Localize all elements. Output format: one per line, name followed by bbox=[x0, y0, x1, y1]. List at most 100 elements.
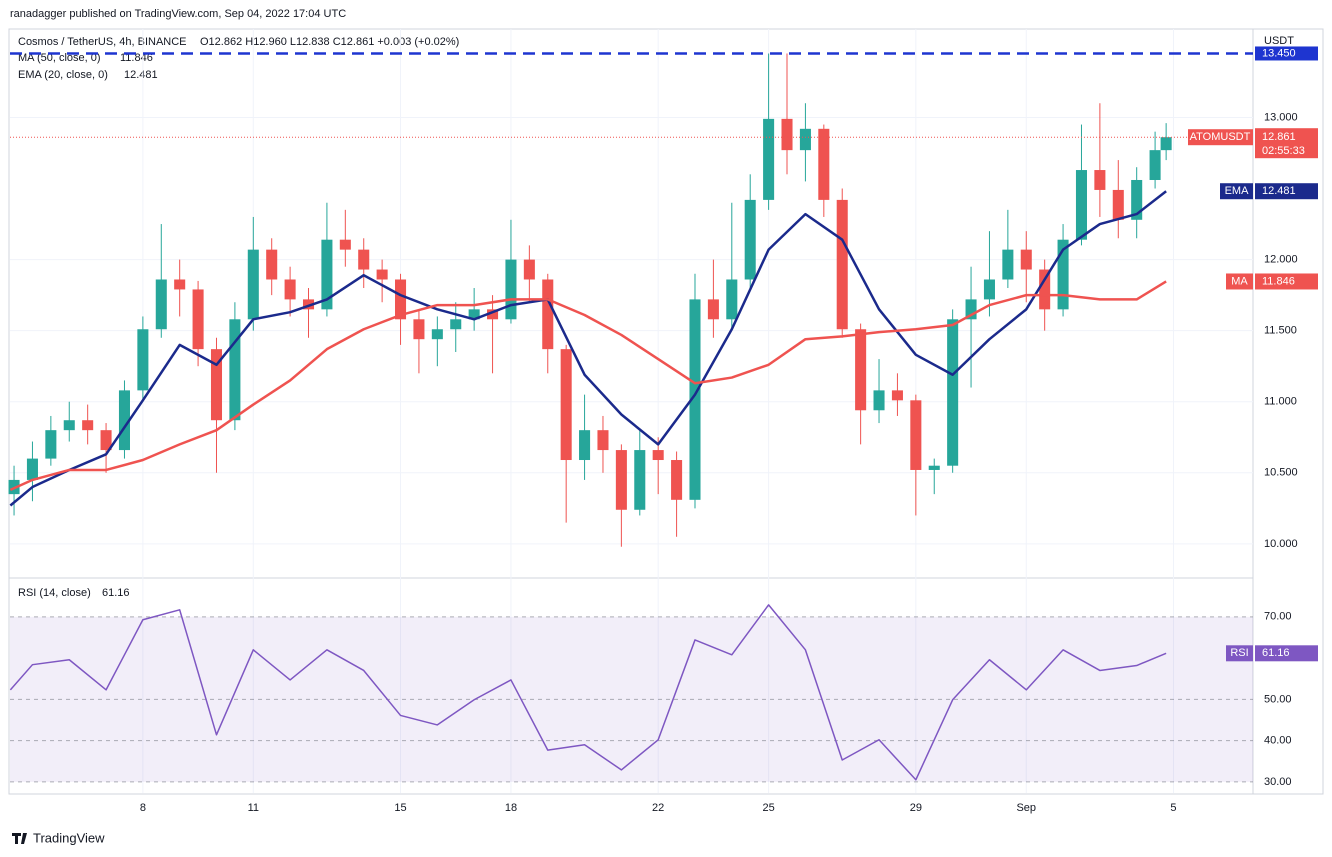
candle-body bbox=[210, 349, 223, 421]
candle-body bbox=[100, 430, 112, 451]
candle-body bbox=[487, 309, 499, 320]
candle-body bbox=[247, 249, 259, 320]
candle-body bbox=[523, 259, 535, 280]
indicator-line bbox=[9, 280, 1167, 492]
header: ranadagger published on TradingView.com,… bbox=[10, 8, 346, 20]
candle-body bbox=[671, 460, 683, 500]
rsi-tick-label: 50.00 bbox=[1264, 693, 1292, 705]
candle-body bbox=[505, 259, 517, 320]
candle-body bbox=[82, 420, 94, 431]
candle-body bbox=[873, 390, 885, 411]
x-tick-label: 5 bbox=[1170, 802, 1176, 814]
candle-body bbox=[597, 430, 609, 451]
candle-body bbox=[358, 249, 370, 270]
badge-label-box bbox=[1226, 273, 1253, 290]
y-tick-label: 13.000 bbox=[1264, 111, 1298, 123]
rsi-tick-label: 30.00 bbox=[1264, 776, 1292, 788]
candle-body bbox=[928, 465, 940, 470]
candle-body bbox=[413, 319, 425, 340]
candle-body bbox=[965, 299, 977, 320]
legend-ohlc: O12.862 H12.960 L12.838 C12.861 +0.003 (… bbox=[200, 36, 459, 48]
candle-body bbox=[339, 239, 351, 250]
rsi-tick-label: 40.00 bbox=[1264, 735, 1292, 747]
candle-body bbox=[1039, 269, 1051, 310]
candle-body bbox=[707, 299, 719, 320]
y-tick-label: 10.000 bbox=[1264, 538, 1298, 550]
badge-label-box bbox=[1188, 129, 1253, 146]
candle-body bbox=[1112, 189, 1124, 220]
countdown: 02:55:33 bbox=[1262, 145, 1305, 157]
candle-body bbox=[26, 458, 38, 480]
candle-body bbox=[376, 269, 388, 280]
candle-body bbox=[468, 309, 480, 320]
candle-body bbox=[45, 430, 57, 459]
y-tick-label: 11.000 bbox=[1264, 396, 1297, 408]
candle-body bbox=[781, 118, 793, 151]
x-tick-label: Sep bbox=[1016, 802, 1036, 814]
candle-body bbox=[174, 279, 186, 290]
rsi-tick-label: 70.00 bbox=[1264, 611, 1292, 623]
candle-body bbox=[1075, 170, 1087, 240]
candle-body bbox=[560, 349, 572, 461]
candle-body bbox=[983, 279, 995, 300]
candle-body bbox=[910, 400, 922, 470]
candle-body bbox=[192, 289, 204, 350]
candle-body bbox=[229, 319, 241, 421]
rsi-line bbox=[9, 604, 1167, 781]
candle-body bbox=[63, 420, 75, 431]
badge bbox=[1255, 645, 1318, 662]
candle-body bbox=[1002, 249, 1014, 280]
badge-value: 13.450 bbox=[1262, 47, 1296, 59]
candle-body bbox=[763, 118, 775, 200]
candle-body bbox=[1020, 249, 1032, 270]
candle-body bbox=[1057, 239, 1069, 310]
candle-body bbox=[1094, 170, 1106, 190]
candle-body bbox=[652, 450, 664, 461]
badge-label-box bbox=[1226, 645, 1253, 662]
logo: TradingView bbox=[12, 830, 105, 845]
candle-body bbox=[1149, 150, 1161, 180]
candle-body bbox=[155, 279, 167, 330]
x-tick-label: 29 bbox=[910, 802, 922, 814]
candle-body bbox=[891, 390, 903, 401]
badge bbox=[1255, 273, 1318, 290]
legend-ema-value: 12.481 bbox=[124, 69, 158, 81]
badge-label-box bbox=[1220, 183, 1253, 200]
candle-body bbox=[431, 329, 443, 340]
candle-body bbox=[855, 329, 867, 411]
plot bbox=[8, 29, 1253, 793]
x-tick-label: 15 bbox=[394, 802, 406, 814]
badge-value: 12.861 bbox=[1262, 131, 1296, 143]
candle-body bbox=[302, 299, 315, 310]
footer: TradingView bbox=[33, 830, 105, 845]
badge-label: ATOMUSDT bbox=[1190, 131, 1251, 143]
candle-body bbox=[395, 279, 407, 320]
y-tick-label: 12.000 bbox=[1264, 253, 1298, 265]
candle-body bbox=[542, 279, 554, 350]
x-tick-label: 8 bbox=[140, 802, 146, 814]
legend-ma-value: 11.846 bbox=[120, 52, 153, 64]
x-tick-label: 22 bbox=[652, 802, 664, 814]
candle-body bbox=[947, 319, 959, 466]
legend-ma: MA (50, close, 0) bbox=[18, 52, 101, 64]
candle-body bbox=[615, 450, 627, 510]
candle-body bbox=[118, 390, 130, 451]
badge-value: 61.16 bbox=[1262, 647, 1290, 659]
candle-body bbox=[726, 279, 738, 320]
frame bbox=[8, 28, 1324, 795]
legend-rsi: RSI (14, close) bbox=[18, 587, 91, 599]
candle-body bbox=[1160, 137, 1172, 151]
legend-rsi-value: 61.16 bbox=[102, 587, 130, 599]
y-tick-label: 10.500 bbox=[1264, 467, 1298, 479]
badge-value: 12.481 bbox=[1262, 185, 1296, 197]
candle-body bbox=[321, 239, 333, 310]
badge-label: MA bbox=[1231, 275, 1248, 287]
candle-body bbox=[818, 128, 830, 200]
candle-body bbox=[137, 329, 149, 391]
badge-label: EMA bbox=[1225, 185, 1250, 197]
y-tick-label: 11.500 bbox=[1264, 325, 1297, 337]
legend-ema: EMA (20, close, 0) bbox=[18, 69, 108, 81]
price-unit: USDT bbox=[1264, 35, 1294, 47]
candle-body bbox=[1131, 179, 1143, 220]
